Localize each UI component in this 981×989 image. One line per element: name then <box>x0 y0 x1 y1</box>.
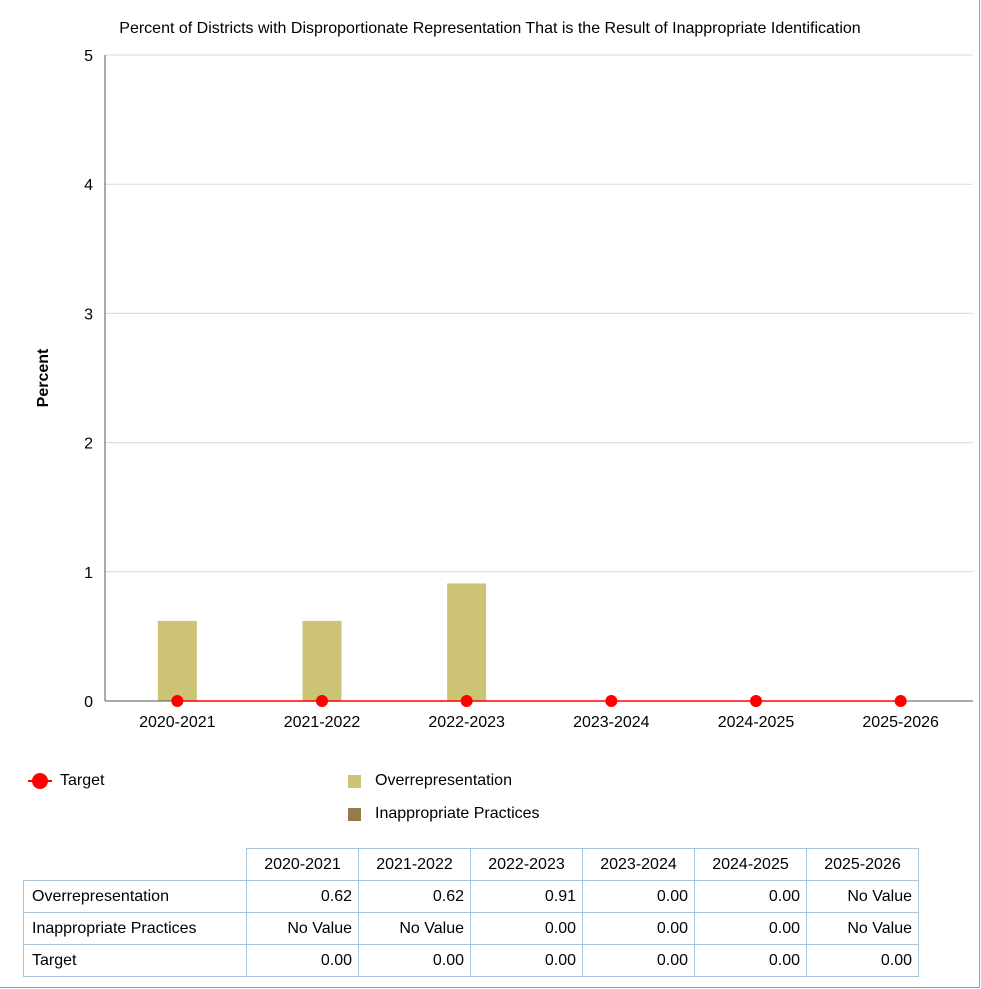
target-point <box>460 695 473 707</box>
bar <box>302 620 342 701</box>
table-row-label: Target <box>23 944 247 977</box>
table-cell: 0.00 <box>582 880 695 913</box>
table-cell: 0.62 <box>246 880 359 913</box>
table-cell: 0.62 <box>358 880 471 913</box>
y-tick-label: 5 <box>84 48 93 65</box>
inappropriate-practices-swatch-icon <box>348 807 361 821</box>
table-header-cell: 2020-2021 <box>246 848 359 881</box>
chart-title: Percent of Districts with Disproportiona… <box>119 20 860 37</box>
target-series <box>171 695 907 707</box>
y-tick-label: 3 <box>84 306 93 323</box>
table-header-cell: 2022-2023 <box>470 848 583 881</box>
table-cell: No Value <box>806 912 919 945</box>
table-cell: 0.00 <box>246 944 359 977</box>
table-cell: 0.00 <box>694 912 807 945</box>
overrepresentation-swatch-icon <box>348 774 361 788</box>
legend-overrepresentation: Overrepresentation <box>348 772 512 790</box>
axes <box>104 55 973 702</box>
legend-overrepresentation-label: Overrepresentation <box>375 772 512 789</box>
x-tick-label: 2021-2022 <box>284 714 361 731</box>
table-cell: No Value <box>246 912 359 945</box>
table-row-label: Overrepresentation <box>23 880 247 913</box>
bars <box>157 583 487 701</box>
table-corner <box>24 849 247 881</box>
table-row: Overrepresentation 0.62 0.62 0.91 0.00 0… <box>23 880 919 913</box>
table-cell: 0.00 <box>694 944 807 977</box>
y-tick-label: 1 <box>84 565 93 582</box>
table-cell: No Value <box>806 880 919 913</box>
x-tick-label: 2022-2023 <box>428 714 505 731</box>
bar <box>447 583 487 701</box>
data-table: 2020-2021 2021-2022 2022-2023 2023-2024 … <box>23 848 919 977</box>
y-tick-labels: 0 1 2 3 4 5 <box>84 48 93 711</box>
x-tick-labels: 2020-2021 2021-2022 2022-2023 2023-2024 2024… <box>139 714 939 731</box>
table-row: Inappropriate Practices No Value No Valu… <box>23 912 919 945</box>
y-tick-label: 4 <box>84 177 93 194</box>
bar <box>157 620 197 701</box>
target-point <box>171 695 184 707</box>
table-cell: 0.91 <box>470 880 583 913</box>
legend-inappropriate-practices: Inappropriate Practices <box>348 805 540 823</box>
table-cell: 0.00 <box>470 944 583 977</box>
grid-lines <box>105 54 973 573</box>
x-tick-label: 2025-2026 <box>862 714 939 731</box>
table-cell: 0.00 <box>694 880 807 913</box>
table-cell: 0.00 <box>470 912 583 945</box>
y-tick-label: 2 <box>84 436 93 453</box>
y-axis-label: Percent <box>35 348 52 407</box>
legend-target: Target <box>28 772 105 790</box>
target-point <box>605 695 618 707</box>
y-tick-label: 0 <box>84 694 93 711</box>
table-cell: 0.00 <box>358 944 471 977</box>
table-header-row: 2020-2021 2021-2022 2022-2023 2023-2024 … <box>24 848 919 881</box>
chart: Percent of Districts with Disproportiona… <box>35 20 973 731</box>
legend-target-label: Target <box>60 772 105 789</box>
x-tick-label: 2023-2024 <box>573 714 650 731</box>
table-cell: 0.00 <box>582 912 695 945</box>
table-cell: 0.00 <box>806 944 919 977</box>
x-tick-label: 2024-2025 <box>718 714 795 731</box>
target-point <box>894 695 907 707</box>
table-header-cell: 2023-2024 <box>582 848 695 881</box>
table-row-label: Inappropriate Practices <box>23 912 247 945</box>
table-cell: No Value <box>358 912 471 945</box>
target-marker-icon <box>28 773 52 789</box>
table-row: Target 0.00 0.00 0.00 0.00 0.00 0.00 <box>23 944 919 977</box>
legend-inappropriate-label: Inappropriate Practices <box>375 805 540 822</box>
table-cell: 0.00 <box>582 944 695 977</box>
table-header-cell: 2024-2025 <box>694 848 807 881</box>
x-tick-label: 2020-2021 <box>139 714 216 731</box>
target-point <box>750 695 762 707</box>
table-header-cell: 2021-2022 <box>358 848 471 881</box>
target-point <box>316 695 328 707</box>
table-header-cell: 2025-2026 <box>806 848 919 881</box>
